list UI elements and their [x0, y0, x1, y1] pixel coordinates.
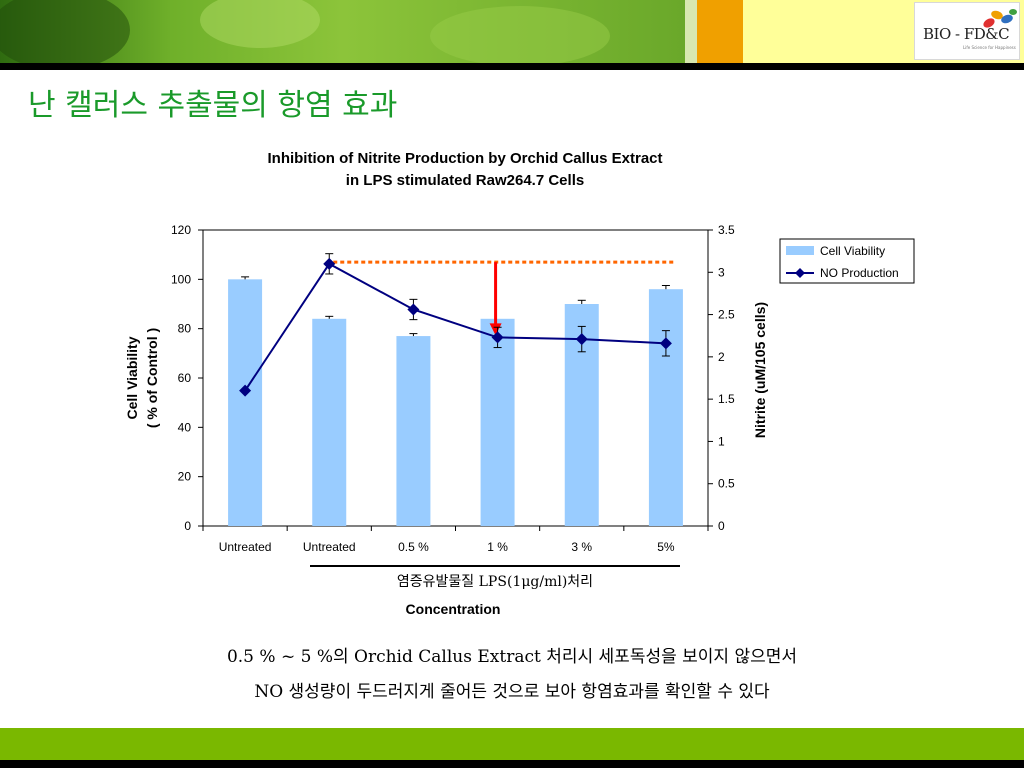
footer-band — [0, 728, 1024, 760]
chart-title: Inhibition of Nitrite Production by Orch… — [200, 148, 730, 192]
x-category-label: 3 % — [571, 540, 592, 554]
legend-label-cell-viability: Cell Viability — [820, 244, 885, 258]
no-production-point — [407, 303, 420, 316]
footer-line — [0, 760, 1024, 768]
caption-line1: 0.5 % ~ 5 %의 Orchid Callus Extract 처리시 세… — [226, 647, 798, 667]
logo-tagline: Life Science for Happiness — [963, 45, 1016, 50]
left-axis-tick-label: 20 — [178, 470, 192, 484]
x-category-label: 1 % — [487, 540, 508, 554]
right-axis-tick-label: 3 — [718, 265, 725, 279]
no-production-line — [244, 262, 666, 392]
x-axis-title: Concentration — [406, 601, 501, 617]
no-production-point — [323, 257, 336, 270]
left-axis-tick-label: 120 — [171, 223, 191, 237]
bar — [396, 336, 431, 526]
header-banner: BIO - FD&C Life Science for Happiness — [0, 0, 1024, 64]
lps-bracket-label: 염증유발물질 LPS(1μg/ml)처리 — [397, 574, 593, 590]
left-axis-tick-label: 60 — [178, 371, 192, 385]
no-production-point — [239, 384, 252, 397]
right-axis-tick-label: 1 — [718, 434, 725, 448]
right-axis-tick-label: 1.5 — [718, 392, 735, 406]
right-axis-tick-label: 2 — [718, 350, 725, 364]
x-category-label: 0.5 % — [398, 540, 429, 554]
chart: 0 20 40 60 80 100 120 0 0.5 1 1.5 2 2.5 3 3.5 Untreated… — [124, 223, 915, 617]
right-axis-tick-label: 0 — [718, 519, 725, 533]
plot-area — [202, 229, 709, 527]
left-axis-tick-label: 100 — [171, 272, 191, 286]
left-axis-title-line1: Cell Viability — [124, 336, 140, 419]
right-axis-title: Nitrite (uM/105 cells) — [752, 302, 768, 438]
left-axis-tick-label: 80 — [178, 322, 192, 336]
no-production-point — [491, 331, 504, 344]
right-axis-tick-label: 3.5 — [718, 223, 735, 237]
no-production-point — [575, 333, 588, 346]
no-production-point — [659, 337, 672, 350]
bar — [228, 279, 263, 526]
left-axis-title-line2: ( % of Control ) — [144, 328, 160, 428]
company-logo: BIO - FD&C Life Science for Happiness — [914, 2, 1020, 60]
x-category-label: Untreated — [303, 540, 356, 554]
x-category-label: 5% — [657, 540, 675, 554]
legend-bar-swatch — [786, 246, 814, 255]
left-axis-tick-label: 40 — [178, 420, 192, 434]
bar — [312, 318, 347, 526]
legend-marker-swatch — [795, 268, 805, 278]
x-category-label: Untreated — [219, 540, 272, 554]
right-axis-tick-label: 0.5 — [718, 477, 735, 491]
chart-title-line2: in LPS stimulated Raw264.7 Cells — [345, 172, 585, 189]
legend-label-no-production: NO Production — [820, 266, 899, 280]
slide-title: 난 캘러스 추출물의 항염 효과 — [28, 88, 398, 123]
left-axis-tick-label: 0 — [184, 519, 191, 533]
logo-petals-icon — [983, 9, 1017, 28]
header-banner-graphic — [0, 0, 1024, 64]
bar — [480, 318, 515, 526]
caption-line2: NO 생성량이 두드러지게 줄어든 것으로 보아 항염효과를 확인할 수 있다 — [254, 682, 770, 702]
header-divider — [0, 63, 1024, 70]
logo-text: BIO - FD&C — [923, 25, 1010, 43]
chart-title-line1: Inhibition of Nitrite Production by Orch… — [267, 150, 663, 167]
right-axis-tick-label: 2.5 — [718, 308, 735, 322]
bar — [648, 289, 683, 526]
arrow-head — [489, 323, 502, 336]
